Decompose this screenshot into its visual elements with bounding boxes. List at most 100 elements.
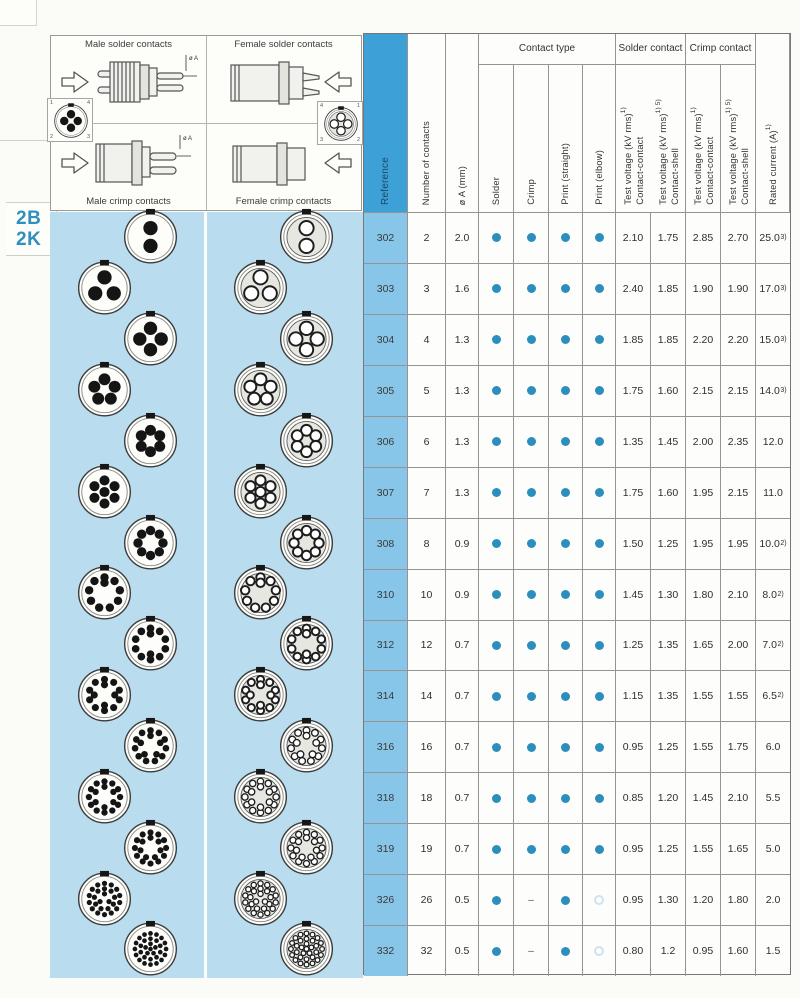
contact-number: 4 <box>320 103 324 109</box>
print-straight-cell <box>549 569 583 620</box>
male-solder-label: Male solder contacts <box>84 39 173 50</box>
filled-dot-icon <box>491 437 501 447</box>
filled-dot-icon <box>594 488 604 498</box>
solder-tv-contact-contact-cell: 2.10 <box>616 213 651 263</box>
solder-tv-contact-shell-cell: 1.35 <box>651 671 686 722</box>
connector-diagram-panel: Male solder contacts ø A Female solder c… <box>50 35 362 211</box>
filled-dot-icon <box>561 488 570 498</box>
contact-face-row-319 <box>50 819 363 875</box>
solder-available-cell <box>479 824 514 875</box>
crimp-available-cell <box>514 722 549 773</box>
solder-available-cell <box>479 365 514 416</box>
crimp-tv-contact-contact-cell: 1.20 <box>686 875 721 926</box>
rated-current-cell: 7.0 2) <box>762 639 784 652</box>
column-header-number-of-contacts: Number of contacts <box>408 34 446 213</box>
table-row: 326 26 0.5 – 0.95 1.30 1.20 1.80 2.0 <box>364 875 790 927</box>
filled-dot-icon <box>561 844 570 854</box>
column-header-print-straight: Print (straight) <box>549 65 583 213</box>
filled-dot-icon <box>594 640 604 650</box>
solder-tv-contact-contact-cell: 1.25 <box>616 620 651 671</box>
reference-cell: 318 <box>364 773 408 824</box>
crimp-available-cell <box>514 671 549 722</box>
reference-cell: 332 <box>364 926 408 977</box>
num-contacts-cell: 16 <box>408 722 446 773</box>
num-contacts-cell: 2 <box>408 213 446 263</box>
arrow-right-icon <box>61 71 89 93</box>
filled-dot-icon <box>594 386 604 396</box>
male-crimp-diagram: ø A <box>61 135 192 186</box>
diameter-cell: 0.9 <box>446 569 479 620</box>
male-inset-face-icon <box>54 103 88 138</box>
filled-dot-icon <box>561 233 570 243</box>
diameter-cell: 0.7 <box>446 671 479 722</box>
print-elbow-cell <box>583 824 616 875</box>
column-header-reference: Reference <box>364 34 408 213</box>
rated-current-cell: 14.0 3) <box>759 384 787 397</box>
filled-dot-icon <box>491 590 501 600</box>
solder-available-cell <box>479 416 514 467</box>
solder-tv-contact-shell-cell: 1.25 <box>651 722 686 773</box>
contact-number: 2 <box>50 134 54 140</box>
crimp-available-cell <box>514 620 549 671</box>
contact-number: 2 <box>356 137 360 143</box>
column-header-solder: Solder <box>479 65 514 213</box>
solder-available-cell <box>479 926 514 977</box>
print-elbow-cell <box>583 213 616 263</box>
crimp-tv-contact-shell-cell: 1.55 <box>721 671 756 722</box>
crimp-tv-contact-contact-cell: 2.20 <box>686 314 721 365</box>
print-straight-cell <box>549 314 583 365</box>
male-face-inset: 1 4 2 3 <box>47 98 93 142</box>
filled-dot-icon <box>561 437 570 447</box>
reference-cell: 305 <box>364 365 408 416</box>
female-contact-face-319 <box>279 819 334 875</box>
solder-tv-contact-contact-cell: 1.50 <box>616 518 651 569</box>
num-contacts-cell: 32 <box>408 926 446 977</box>
crimp-tv-contact-shell-cell: 1.90 <box>721 263 756 314</box>
fold-line <box>0 140 47 141</box>
diameter-cell: 0.7 <box>446 824 479 875</box>
arrow-left-icon <box>324 152 352 174</box>
female-contact-face-326 <box>233 870 288 926</box>
table-row: 312 12 0.7 1.25 1.35 1.65 2.00 7.0 2) <box>364 620 790 672</box>
print-straight-cell <box>549 263 583 314</box>
contact-face-row-314 <box>50 667 363 722</box>
crimp-available-cell <box>514 314 549 365</box>
diameter-cell: 0.7 <box>446 620 479 671</box>
num-contacts-cell: 18 <box>408 773 446 824</box>
rated-current-cell: 25.0 3) <box>759 231 787 244</box>
filled-dot-icon <box>526 640 536 650</box>
rated-current-cell: 6.0 <box>765 741 781 754</box>
series-label-2b: 2B <box>16 207 42 229</box>
print-straight-cell <box>549 213 583 263</box>
contact-face-row-332 <box>50 921 363 976</box>
contact-face-row-303 <box>50 260 363 315</box>
reference-cell: 310 <box>364 569 408 620</box>
num-contacts-cell: 8 <box>408 518 446 569</box>
crimp-tv-contact-shell-cell: 1.80 <box>721 875 756 926</box>
print-straight-cell <box>549 620 583 671</box>
rated-current-cell: 5.5 <box>765 792 781 805</box>
crimp-tv-contact-shell-cell: 1.95 <box>721 518 756 569</box>
print-elbow-cell <box>583 620 616 671</box>
crimp-tv-contact-shell-cell: 2.10 <box>721 773 756 824</box>
contact-face-row-326 <box>50 870 363 926</box>
filled-dot-icon <box>594 437 604 447</box>
diameter-cell: 0.9 <box>446 518 479 569</box>
solder-tv-contact-shell-cell: 1.60 <box>651 365 686 416</box>
solder-available-cell <box>479 671 514 722</box>
filled-dot-icon <box>491 691 501 701</box>
female-contact-face-304 <box>279 311 334 366</box>
crimp-tv-contact-shell-cell: 1.65 <box>721 824 756 875</box>
filled-dot-icon <box>561 691 570 701</box>
filled-dot-icon <box>594 335 604 345</box>
filled-dot-icon <box>491 793 501 803</box>
table-row: 310 10 0.9 1.45 1.30 1.80 2.10 8.0 2) <box>364 569 790 621</box>
solder-tv-contact-shell-cell: 1.25 <box>651 518 686 569</box>
solder-tv-contact-contact-cell: 0.80 <box>616 926 651 977</box>
crimp-tv-contact-contact-cell: 1.95 <box>686 467 721 518</box>
male-crimp-label: Male crimp contacts <box>86 196 171 207</box>
diameter-cell: 0.5 <box>446 926 479 977</box>
solder-tv-contact-contact-cell: 0.85 <box>616 773 651 824</box>
diameter-cell: 1.6 <box>446 263 479 314</box>
print-elbow-cell <box>583 314 616 365</box>
